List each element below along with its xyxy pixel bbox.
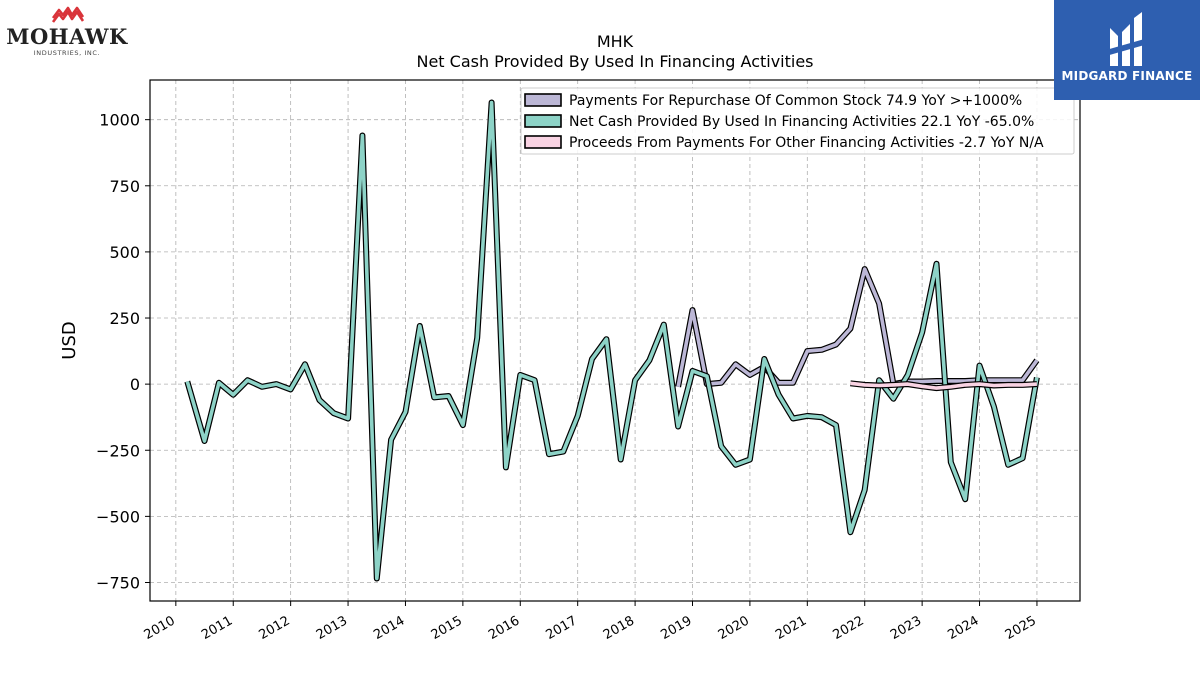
mohawk-mark-icon [51, 6, 85, 23]
midgard-mark-icon [1106, 12, 1148, 66]
x-axis: 2010 2011 2012 2013 2014 2015 2016 2017 2018 2019… [142, 601, 1039, 643]
legend-swatch [524, 114, 562, 128]
x-tick-label: 2010 [142, 613, 178, 643]
y-tick-label: −750 [96, 573, 140, 592]
x-tick-label: 2020 [716, 613, 752, 643]
x-tick-label: 2025 [1003, 613, 1039, 643]
x-tick-label: 2015 [429, 613, 465, 643]
series-3-line [850, 381, 1038, 390]
series-2-line [185, 100, 1039, 581]
legend-swatch [524, 93, 562, 107]
y-tick-label: 250 [109, 309, 140, 328]
series-3 [850, 380, 1038, 392]
y-tick-label: 750 [109, 177, 140, 196]
legend-box [520, 87, 1075, 155]
mohawk-logo: MOHAWK INDUSTRIES, INC. [4, 4, 130, 60]
legend-label: Proceeds From Payments For Other Financi… [569, 135, 1044, 151]
y-axis: −750 −500 −250 0 250 500 750 1000 [96, 111, 150, 592]
x-tick-label: 2014 [371, 613, 407, 643]
mohawk-wordmark: MOHAWK [6, 24, 128, 49]
mohawk-subtitle: INDUSTRIES, INC. [33, 49, 101, 57]
chart-subtitle: Net Cash Provided By Used In Financing A… [416, 52, 814, 71]
x-tick-label: 2011 [199, 613, 235, 643]
y-tick-label: −250 [96, 441, 140, 460]
x-tick-label: 2024 [945, 613, 981, 643]
legend-label: Payments For Repurchase Of Common Stock … [569, 93, 1022, 109]
x-tick-label: 2013 [314, 613, 350, 643]
y-tick-label: −500 [96, 507, 140, 526]
y-tick-label: 1000 [99, 111, 140, 130]
legend-label: Net Cash Provided By Used In Financing A… [569, 114, 1034, 130]
x-tick-label: 2018 [601, 613, 637, 643]
legend-swatch [524, 135, 562, 149]
y-axis-label: USD [59, 321, 80, 359]
legend: Payments For Repurchase Of Common Stock … [520, 87, 1075, 155]
series-2 [184, 99, 1040, 582]
x-tick-label: 2016 [486, 613, 522, 643]
chart-title: MHK [596, 32, 634, 51]
y-tick-label: 500 [109, 243, 140, 262]
series-layer [184, 99, 1040, 582]
x-tick-label: 2017 [544, 613, 580, 643]
chart-title-block: MHK Net Cash Provided By Used In Financi… [365, 32, 865, 72]
x-tick-label: 2023 [888, 613, 924, 643]
series-2-outline [184, 99, 1040, 582]
plot-frame [149, 79, 1081, 602]
midgard-name: MIDGARD FINANCE [1061, 69, 1193, 83]
midgard-finance-logo: MIDGARD FINANCE [1054, 0, 1200, 100]
x-tick-label: 2012 [256, 613, 292, 643]
x-tick-label: 2019 [658, 613, 694, 643]
y-tick-label: 0 [130, 375, 140, 394]
x-tick-label: 2021 [773, 613, 809, 643]
x-tick-label: 2022 [831, 613, 867, 643]
